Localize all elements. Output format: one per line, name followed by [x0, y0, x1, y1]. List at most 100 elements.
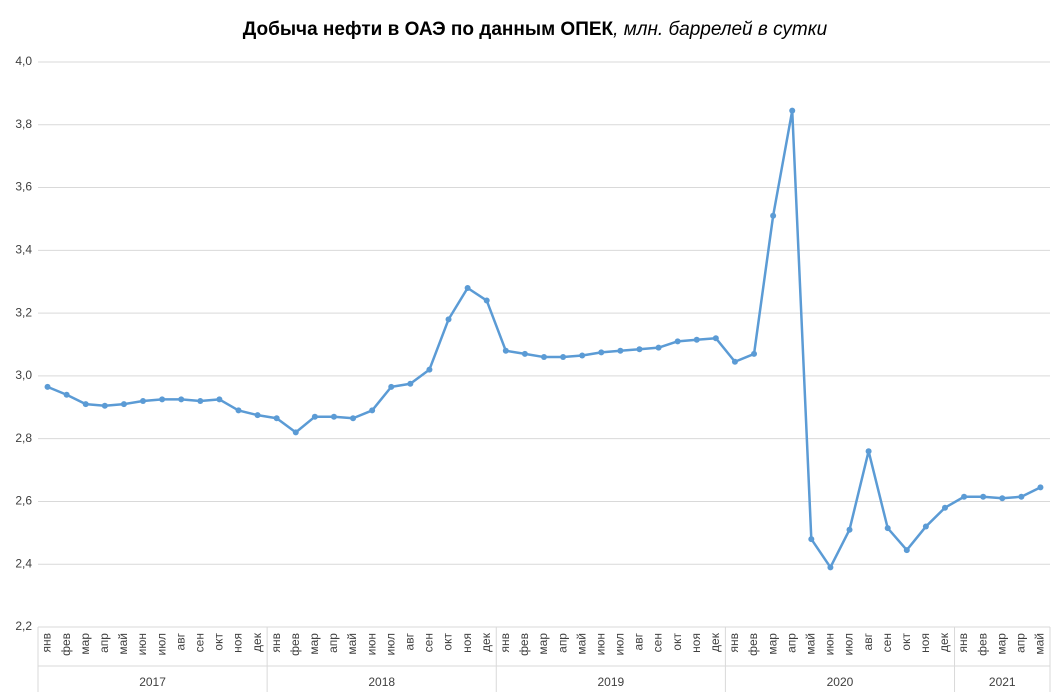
group-label: 2020 — [827, 675, 854, 689]
x-tick-label: апр — [1014, 633, 1028, 653]
x-tick-label: дек — [937, 632, 951, 652]
data-point — [216, 396, 223, 403]
data-point — [521, 350, 528, 357]
data-point — [922, 523, 929, 530]
x-tick-label: авг — [632, 632, 646, 650]
x-tick-label: авг — [173, 632, 187, 650]
x-tick-label: май — [574, 633, 588, 655]
data-point — [140, 398, 147, 404]
x-tick-label: мар — [307, 633, 321, 655]
x-tick-label: май — [1033, 633, 1047, 655]
x-tick-label: фев — [975, 633, 989, 656]
x-tick-label: сен — [422, 633, 436, 652]
data-point — [560, 354, 567, 361]
data-point — [426, 366, 433, 373]
y-tick-label: 2,4 — [15, 556, 32, 570]
x-tick-label: авг — [861, 632, 875, 650]
y-tick-label: 3,8 — [15, 117, 32, 131]
data-point — [655, 344, 662, 351]
x-tick-label: дек — [708, 632, 722, 652]
data-point — [693, 336, 700, 343]
data-point — [751, 350, 758, 357]
x-tick-label: май — [116, 633, 130, 655]
data-point — [961, 493, 968, 500]
x-tick-label: июн — [135, 633, 149, 655]
x-tick-label: дек — [479, 632, 493, 652]
data-point — [884, 525, 891, 532]
data-point — [598, 349, 605, 356]
x-tick-label: апр — [555, 633, 569, 653]
x-tick-label: мар — [765, 633, 779, 655]
x-tick-label: фев — [288, 633, 302, 656]
data-point — [1018, 493, 1025, 500]
x-tick-label: янв — [956, 633, 970, 653]
data-point — [789, 107, 796, 114]
chart-title-group: Добыча нефти в ОАЭ по данным ОПЕК, млн. … — [243, 19, 828, 40]
x-tick-label: июл — [154, 633, 168, 655]
data-point — [1037, 484, 1044, 491]
group-label: 2021 — [989, 675, 1016, 689]
data-point — [579, 352, 586, 359]
group-label: 2017 — [139, 675, 166, 689]
x-tick-label: окт — [670, 633, 684, 651]
data-point — [254, 412, 261, 419]
x-tick-label: июн — [593, 633, 607, 655]
data-point — [350, 415, 357, 422]
data-point — [770, 212, 777, 219]
data-point — [235, 407, 242, 414]
data-point — [178, 396, 185, 403]
series-line — [47, 109, 1042, 569]
x-tick-label: фев — [746, 633, 760, 656]
data-point — [445, 316, 452, 323]
x-tick-label: окт — [441, 633, 455, 651]
data-point — [197, 398, 204, 404]
group-label: 2018 — [368, 675, 395, 689]
y-tick-label: 3,6 — [15, 180, 32, 194]
data-point — [101, 402, 108, 409]
x-tick-label: июн — [364, 633, 378, 655]
y-tick-label: 3,4 — [15, 243, 32, 257]
chart-subtitle: , млн. баррелей в сутки — [613, 19, 828, 40]
data-point — [63, 391, 70, 398]
x-tick-label: фев — [59, 633, 73, 656]
data-point — [846, 526, 853, 533]
y-tick-label: 2,6 — [15, 494, 32, 508]
data-point — [292, 429, 299, 436]
x-tick-label: июн — [823, 633, 837, 655]
data-point — [731, 358, 738, 365]
x-tick-label: май — [803, 633, 817, 655]
y-tick-label: 3,0 — [15, 368, 32, 382]
x-tick-label: ноя — [460, 633, 474, 653]
x-tick-label: янв — [498, 633, 512, 653]
data-point — [82, 401, 89, 408]
data-point — [388, 383, 395, 390]
y-tick-label: 3,2 — [15, 305, 32, 319]
x-tick-label: дек — [250, 632, 264, 652]
x-tick-label: янв — [727, 633, 741, 653]
data-point — [674, 338, 681, 345]
x-tick-label: окт — [212, 633, 226, 651]
x-tick-label: ноя — [689, 633, 703, 653]
x-tick-label: мар — [994, 633, 1008, 655]
data-point — [712, 335, 719, 342]
data-point — [120, 401, 127, 408]
data-point — [159, 396, 166, 403]
x-tick-label: ноя — [231, 633, 245, 653]
data-point — [617, 347, 624, 354]
data-point — [827, 564, 834, 571]
data-point — [273, 415, 280, 422]
x-tick-label: янв — [40, 633, 54, 653]
y-tick-label: 2,2 — [15, 619, 32, 633]
data-point — [369, 407, 376, 414]
y-tick-label: 4,0 — [15, 54, 32, 68]
x-tick-label: июл — [383, 633, 397, 655]
chart-title: Добыча нефти в ОАЭ по данным ОПЕК — [243, 19, 614, 40]
x-tick-label: май — [345, 633, 359, 655]
x-tick-label: сен — [880, 633, 894, 652]
data-point — [311, 413, 318, 420]
x-tick-label: окт — [899, 633, 913, 651]
data-point — [808, 536, 815, 543]
x-tick-label: мар — [78, 633, 92, 655]
group-label: 2019 — [597, 675, 624, 689]
x-tick-label: ноя — [918, 633, 932, 653]
